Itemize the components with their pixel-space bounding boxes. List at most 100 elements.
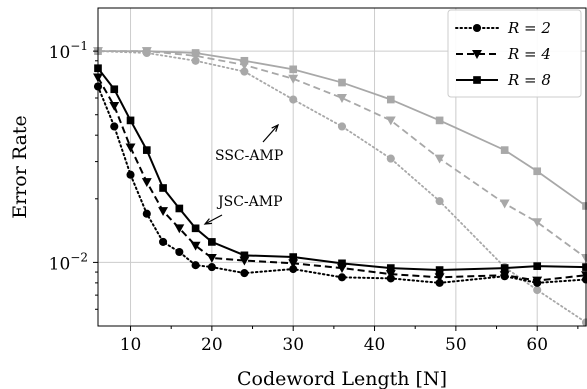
data-point [126, 170, 135, 179]
data-point [141, 178, 152, 188]
data-point [175, 247, 184, 257]
data-point [289, 253, 298, 261]
data-point [385, 116, 396, 126]
legend-marker [473, 76, 481, 84]
data-point [240, 269, 249, 278]
arrow-head [271, 123, 280, 132]
data-point [289, 265, 298, 274]
x-tick-label: 40 [364, 335, 386, 355]
data-point [500, 264, 509, 272]
data-point [337, 94, 347, 103]
data-point [240, 67, 249, 76]
data-point [142, 146, 151, 154]
x-tick-label: 60 [526, 335, 548, 355]
data-point [385, 270, 396, 280]
legend-item: R = 8 [456, 71, 551, 89]
legend-label: R = 4 [507, 45, 551, 63]
data-point [435, 197, 444, 206]
data-point [110, 122, 119, 131]
series-line [97, 67, 587, 272]
data-point [582, 202, 587, 210]
arrow-shaft [262, 124, 279, 143]
legend: R = 2 R = 4 R = 8 [447, 9, 582, 98]
data-point [240, 251, 249, 260]
data-point [191, 224, 200, 233]
annotations: SSC-AMP JSC-AMP [203, 123, 283, 225]
data-point [191, 261, 200, 270]
legend-label: R = 8 [507, 71, 551, 89]
data-point [288, 74, 299, 84]
data-point [206, 253, 217, 263]
data-point [500, 146, 509, 154]
data-point [191, 56, 200, 65]
x-tick-label: 30 [282, 335, 304, 355]
annotation-jsc-amp: JSC-AMP [216, 194, 283, 210]
data-point [499, 271, 510, 281]
data-point [110, 85, 119, 94]
series-jsc-amp-triangle-down [93, 73, 587, 286]
annotation-ssc-arrow [262, 123, 280, 143]
data-point [435, 116, 444, 125]
data-point [532, 218, 543, 228]
data-point [158, 207, 169, 217]
data-point [386, 264, 395, 272]
data-point [159, 184, 167, 192]
data-point [386, 95, 395, 104]
data-point [142, 47, 151, 55]
y-axis-label: Error Rate [9, 115, 31, 219]
y-tick-label: 10−2 [49, 250, 88, 274]
annotation-jsc-arrow [203, 214, 223, 225]
data-point [337, 122, 347, 131]
data-point [159, 237, 168, 246]
arrow-head [203, 218, 213, 225]
legend-item: R = 2 [455, 19, 551, 37]
x-tick-label: 50 [445, 335, 467, 355]
data-point [582, 263, 587, 271]
data-point [190, 241, 201, 251]
x-axis-label: Codeword Length [N] [237, 368, 447, 389]
data-point [207, 263, 216, 272]
data-point [338, 259, 346, 268]
legend-label: R = 2 [507, 19, 551, 37]
x-tick-label: 10 [120, 335, 142, 355]
series-line [97, 85, 587, 284]
data-point [208, 238, 216, 246]
arrow-shaft [204, 214, 223, 225]
data-point [175, 204, 184, 213]
data-point [532, 276, 543, 286]
data-point [386, 154, 395, 163]
legend-marker [472, 50, 482, 59]
legend-marker [472, 23, 482, 33]
data-point [125, 143, 136, 153]
data-point [533, 262, 542, 270]
data-point [499, 199, 510, 209]
plot-series [93, 47, 587, 327]
data-point [191, 49, 200, 57]
data-point [434, 154, 445, 164]
data-point [109, 102, 120, 111]
legend-box [447, 9, 582, 98]
data-point [338, 78, 346, 87]
y-tick-label: 10−1 [49, 39, 88, 63]
data-point [240, 56, 249, 65]
x-axis: 10 20 30 40 50 60 [120, 326, 579, 355]
series-jsc-amp-circle [93, 82, 587, 287]
data-point [289, 95, 298, 104]
data-point [434, 273, 445, 283]
data-point [288, 259, 299, 269]
annotation-ssc-amp: SSC-AMP [215, 148, 283, 164]
data-point [126, 116, 135, 125]
plot-frame [97, 7, 587, 327]
data-point [533, 167, 542, 176]
series-line [97, 77, 587, 282]
data-point [533, 285, 542, 295]
data-point [142, 209, 151, 218]
y-axis: 10−2 10−1 [49, 39, 98, 310]
legend-item: R = 4 [456, 45, 551, 63]
data-point [435, 278, 444, 287]
data-point [337, 273, 347, 282]
series-line [98, 50, 587, 259]
data-point [174, 224, 185, 234]
x-tick-label: 20 [201, 335, 223, 355]
